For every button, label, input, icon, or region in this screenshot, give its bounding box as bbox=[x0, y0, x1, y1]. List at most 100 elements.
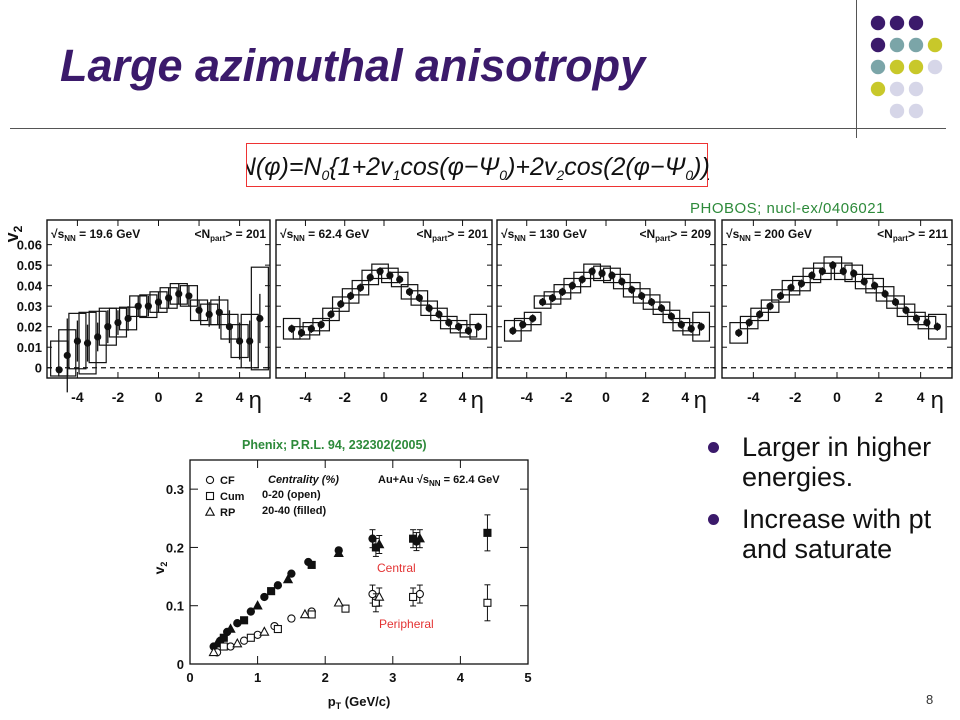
x-axis-label-main: p bbox=[328, 694, 336, 709]
data-point bbox=[287, 614, 296, 623]
systematic-box bbox=[823, 256, 843, 274]
systematic-box bbox=[400, 284, 419, 300]
y-axis-label-sub: 2 bbox=[159, 562, 169, 567]
systematic-box bbox=[149, 291, 168, 313]
systematic-box bbox=[573, 271, 592, 288]
systematic-box bbox=[351, 279, 370, 296]
data-point bbox=[923, 318, 931, 327]
systematic-box bbox=[844, 264, 864, 283]
energy-label: √sNN = 130 GeV bbox=[501, 227, 587, 243]
formula-sub: 2 bbox=[555, 167, 564, 183]
decor-dot bbox=[889, 59, 905, 75]
formula-sub: 0 bbox=[322, 167, 330, 183]
systematic-box bbox=[896, 303, 916, 318]
y-axis-label-main: v bbox=[2, 232, 22, 242]
x-tick-label: -2 bbox=[112, 389, 125, 405]
systematic-box bbox=[469, 313, 488, 340]
energy-label-sub: NN bbox=[514, 234, 526, 243]
legend-entry: CF bbox=[220, 475, 235, 487]
y-tick-label: 0.02 bbox=[17, 320, 42, 335]
data-point bbox=[374, 538, 385, 549]
x-tick-label: 2 bbox=[642, 389, 650, 405]
systematic-box bbox=[390, 271, 409, 288]
decor-dot bbox=[908, 103, 924, 119]
systematic-box bbox=[750, 307, 770, 322]
data-point bbox=[766, 302, 774, 310]
data-point bbox=[735, 329, 743, 337]
data-point bbox=[273, 581, 283, 590]
npart-label: <Npart> = 209 bbox=[639, 227, 711, 243]
data-point bbox=[578, 275, 586, 284]
systematic-box bbox=[632, 288, 651, 304]
systematic-box bbox=[927, 313, 947, 340]
systematic-box bbox=[371, 263, 389, 280]
decor-dot bbox=[870, 59, 886, 75]
data-point bbox=[808, 271, 816, 280]
decor-dot bbox=[889, 81, 905, 97]
data-point bbox=[282, 573, 294, 584]
data-point bbox=[414, 533, 425, 543]
data-point bbox=[94, 333, 102, 341]
formula-box: N(φ)=N0{1+2v1cos(φ−Ψ0)+2v2cos(2(φ−Ψ0))} bbox=[246, 143, 709, 187]
data-point bbox=[259, 626, 270, 636]
data-point bbox=[638, 292, 646, 300]
energy-label-main: √s bbox=[51, 227, 65, 241]
x-tick-label: 4 bbox=[457, 670, 465, 685]
npart-label-value: > = 209 bbox=[670, 227, 711, 241]
energy-label-sub: NN bbox=[293, 234, 305, 243]
decor-dot bbox=[908, 37, 924, 53]
data-point bbox=[211, 637, 223, 648]
energy-label-value: = 62.4 GeV bbox=[305, 227, 369, 241]
data-point bbox=[356, 284, 365, 292]
data-point bbox=[114, 318, 122, 327]
data-point bbox=[374, 591, 385, 601]
systematic-box bbox=[812, 262, 832, 281]
data-point bbox=[839, 267, 847, 275]
decor-vertical-line bbox=[856, 0, 857, 138]
plot-frame bbox=[189, 459, 529, 665]
systematic-box bbox=[729, 321, 749, 344]
decor-dot bbox=[889, 103, 905, 119]
x-tick-label: 4 bbox=[236, 389, 244, 405]
x-tick-label: 0 bbox=[602, 389, 610, 405]
legend-marker bbox=[205, 475, 215, 485]
data-point bbox=[797, 280, 806, 288]
data-point bbox=[396, 275, 404, 284]
systematic-box bbox=[563, 277, 582, 294]
systematic-box bbox=[459, 324, 478, 338]
legend-marker bbox=[205, 491, 215, 501]
data-point bbox=[232, 637, 243, 648]
x-tick-label: -4 bbox=[521, 389, 534, 405]
legend-energy-main: √s bbox=[417, 474, 429, 486]
systematic-box bbox=[760, 299, 780, 313]
data-point bbox=[483, 528, 492, 537]
systematic-box bbox=[622, 281, 641, 298]
systematic-box bbox=[886, 295, 905, 309]
data-point bbox=[474, 323, 482, 331]
data-point bbox=[608, 271, 616, 280]
decor-dot bbox=[908, 81, 924, 97]
data-point bbox=[333, 547, 344, 558]
data-point bbox=[246, 337, 254, 345]
decor-dot bbox=[870, 37, 886, 53]
data-point bbox=[219, 642, 228, 651]
data-point bbox=[558, 288, 567, 296]
x-axis-label-sub: T bbox=[336, 701, 342, 711]
energy-label-main: √s bbox=[501, 227, 515, 241]
data-point bbox=[175, 290, 183, 298]
data-point bbox=[225, 623, 236, 633]
data-point bbox=[568, 282, 576, 290]
data-point bbox=[415, 589, 424, 599]
data-point bbox=[287, 569, 296, 578]
x-tick-label: -2 bbox=[339, 389, 352, 405]
annotation-peripheral: Peripheral bbox=[379, 617, 434, 631]
systematic-box bbox=[361, 269, 380, 286]
data-point bbox=[307, 610, 316, 619]
systematic-box bbox=[802, 267, 822, 284]
systematic-box bbox=[865, 277, 885, 294]
y-tick-label: 0.01 bbox=[17, 340, 42, 355]
data-point bbox=[341, 604, 350, 613]
svg-text:N(φ)=N0{1+2v1cos(φ−Ψ0)+2v2cos(: N(φ)=N0{1+2v1cos(φ−Ψ0)+2v2cos(2(φ−Ψ0))} bbox=[247, 153, 709, 183]
decor-dot bbox=[927, 37, 943, 53]
data-point bbox=[134, 302, 142, 310]
